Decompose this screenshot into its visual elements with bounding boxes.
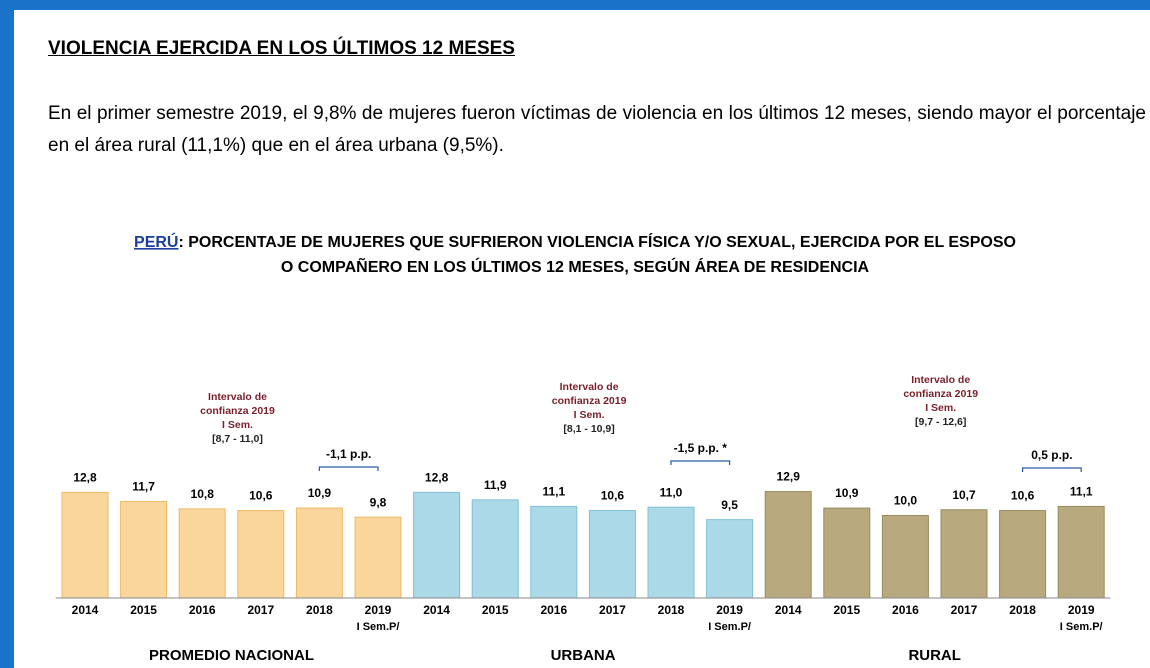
x-tick-note: I Sem.P/	[1060, 621, 1103, 633]
annotation: I Sem.	[222, 419, 253, 431]
paragraph: En el primer semestre 2019, el 9,8% de m…	[48, 103, 1146, 156]
bar	[530, 505, 578, 599]
x-tick-label: 2014	[423, 603, 450, 617]
x-tick-label: 2014	[775, 603, 802, 617]
x-tick-note: I Sem.P/	[708, 621, 751, 633]
annotation: confianza 2019	[903, 388, 978, 400]
value-label: 9,8	[370, 495, 387, 509]
value-label: 10,8	[191, 487, 215, 501]
value-label: 11,7	[132, 480, 155, 494]
value-label: 12,9	[777, 470, 801, 484]
bar	[1057, 505, 1105, 599]
x-tick-label: 2016	[540, 603, 567, 617]
annotation: [9,7 - 12,6]	[915, 416, 966, 428]
value-label: 10,6	[249, 489, 273, 503]
x-tick-label: 2017	[247, 603, 274, 617]
group-label: RURAL	[908, 647, 961, 664]
title-lead: PERÚ	[134, 232, 178, 251]
bar	[471, 499, 519, 599]
x-tick-label: 2018	[1009, 603, 1036, 617]
change-label: -1,5 p.p. *	[674, 441, 728, 455]
value-label: 9,5	[721, 498, 738, 512]
title-line: : PORCENTAJE DE MUJERES QUE SUFRIERON VI…	[178, 232, 1015, 251]
bar	[764, 491, 812, 599]
change-bracket	[1022, 467, 1082, 472]
value-label: 12,8	[73, 471, 97, 485]
value-label: 10,9	[308, 486, 332, 500]
x-tick-label: 2018	[658, 603, 685, 617]
group-label: URBANA	[551, 647, 616, 664]
x-tick-label: 2019	[1068, 603, 1095, 617]
annotation: Intervalo de	[208, 391, 267, 403]
bar	[881, 515, 929, 599]
annotation: I Sem.	[925, 402, 956, 414]
x-tick-label: 2016	[189, 603, 216, 617]
bar	[706, 519, 754, 599]
x-tick-label: 2014	[72, 603, 99, 617]
value-label: 10,0	[894, 494, 918, 508]
annotation: confianza 2019	[200, 405, 275, 417]
x-tick-note: I Sem.P/	[357, 621, 400, 633]
group-label: PROMEDIO NACIONAL	[149, 647, 314, 664]
value-label: 10,6	[601, 489, 625, 503]
value-label: 10,9	[835, 486, 859, 500]
change-label: -1,1 p.p.	[326, 447, 371, 461]
bar	[588, 510, 636, 599]
change-label: 0,5 p.p.	[1031, 448, 1072, 462]
value-label: 10,7	[952, 488, 976, 502]
value-label: 11,1	[1070, 485, 1093, 499]
value-label: 10,6	[1011, 489, 1035, 503]
x-tick-label: 2018	[306, 603, 333, 617]
annotation: [8,7 - 11,0]	[212, 433, 263, 445]
bar	[178, 508, 226, 599]
bar	[823, 507, 871, 599]
bar	[237, 510, 285, 599]
bar	[61, 491, 109, 599]
annotation: [8,1 - 10,9]	[563, 423, 614, 435]
x-tick-label: 2015	[833, 603, 860, 617]
x-tick-label: 2015	[130, 603, 157, 617]
chart-title: PERÚ: PORCENTAJE DE MUJERES QUE SUFRIERO…	[134, 232, 1016, 251]
annotation: Intervalo de	[911, 374, 970, 386]
x-tick-label: 2016	[892, 603, 919, 617]
value-label: 12,8	[425, 471, 449, 485]
heading: VIOLENCIA EJERCIDA EN LOS ÚLTIMOS 12 MES…	[48, 38, 515, 59]
bar	[295, 507, 343, 599]
x-tick-label: 2017	[599, 603, 626, 617]
bar	[999, 510, 1047, 599]
annotation: Intervalo de	[560, 381, 619, 393]
change-bracket	[318, 466, 379, 471]
value-label: 11,9	[484, 478, 507, 492]
bar	[413, 491, 461, 599]
value-label: 11,1	[542, 485, 565, 499]
annotation: I Sem.	[574, 409, 605, 421]
x-tick-label: 2019	[716, 603, 743, 617]
x-tick-label: 2017	[951, 603, 978, 617]
value-label: 11,0	[660, 485, 683, 499]
bar	[940, 509, 988, 599]
x-tick-label: 2015	[482, 603, 509, 617]
x-tick-label: 2019	[365, 603, 392, 617]
bar	[354, 516, 402, 599]
chart-title: O COMPAÑERO EN LOS ÚLTIMOS 12 MESES, SEG…	[281, 256, 870, 276]
change-bracket	[670, 460, 731, 465]
annotation: confianza 2019	[552, 395, 627, 407]
bar	[120, 500, 168, 599]
bar	[647, 506, 695, 599]
